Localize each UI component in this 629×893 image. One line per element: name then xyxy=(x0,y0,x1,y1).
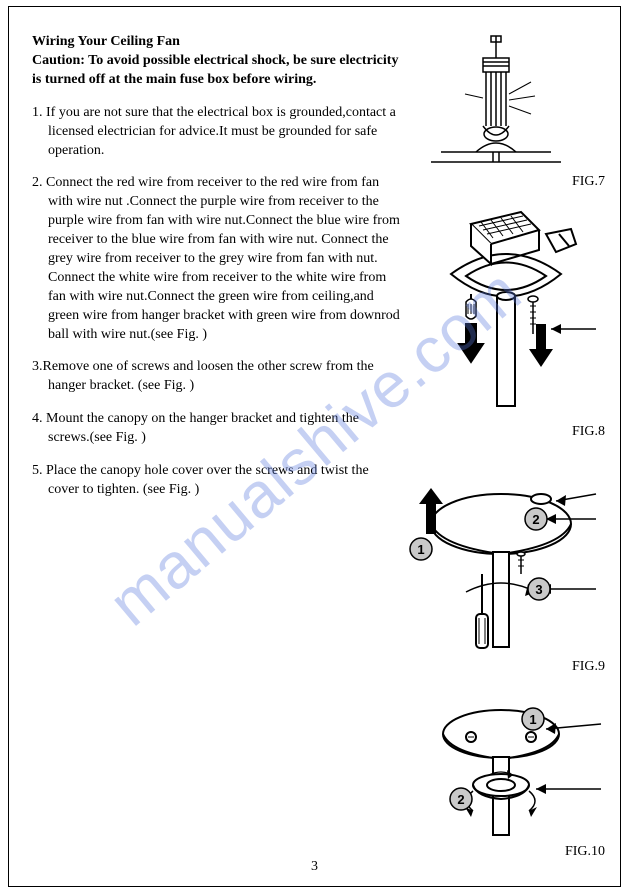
fig9-badge-2: 2 xyxy=(532,512,539,527)
fig9-svg: 1 2 3 xyxy=(391,474,601,654)
figure-10: 1 2 xyxy=(401,699,606,839)
section-title: Wiring Your Ceiling Fan xyxy=(32,34,402,50)
right-column: FIG.7 xyxy=(411,34,601,854)
left-column: Wiring Your Ceiling Fan Caution: To avoi… xyxy=(32,34,402,514)
fig10-label: FIG.10 xyxy=(565,844,605,860)
step-1: 1. If you are not sure that the electric… xyxy=(32,104,402,161)
page-number: 3 xyxy=(8,859,621,875)
caution-text: Caution: To avoid possible electrical sh… xyxy=(32,52,402,90)
fig10-badge-1: 1 xyxy=(529,712,536,727)
fig8-svg xyxy=(411,204,601,414)
fig8-label: FIG.8 xyxy=(572,424,605,440)
fig10-badge-2: 2 xyxy=(457,792,464,807)
step-4: 4. Mount the canopy on the hanger bracke… xyxy=(32,410,402,448)
fig10-svg: 1 2 xyxy=(401,699,606,839)
fig9-label: FIG.9 xyxy=(572,659,605,675)
figure-8 xyxy=(411,204,601,414)
figure-9: 1 2 3 xyxy=(391,474,601,654)
page-content: Wiring Your Ceiling Fan Caution: To avoi… xyxy=(8,6,621,887)
step-3: 3.Remove one of screws and loosen the ot… xyxy=(32,358,402,396)
fig7-label: FIG.7 xyxy=(572,174,605,190)
fig9-badge-3: 3 xyxy=(535,582,542,597)
figure-7 xyxy=(431,34,561,169)
step-2: 2. Connect the red wire from receiver to… xyxy=(32,174,402,344)
fig7-svg xyxy=(431,34,561,169)
step-5: 5. Place the canopy hole cover over the … xyxy=(32,462,402,500)
fig9-badge-1: 1 xyxy=(417,542,424,557)
